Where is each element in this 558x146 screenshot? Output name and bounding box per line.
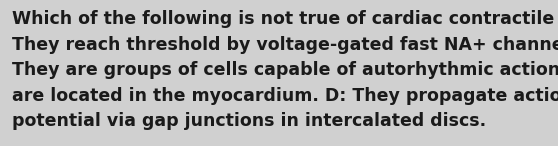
Text: They are groups of cells capable of autorhythmic actions. C They: They are groups of cells capable of auto… [12,61,558,79]
Text: are located in the myocardium. D: They propagate action: are located in the myocardium. D: They p… [12,87,558,105]
Text: potential via gap junctions in intercalated discs.: potential via gap junctions in intercala… [12,112,487,130]
Text: Which of the following is not true of cardiac contractile fibers? A:: Which of the following is not true of ca… [12,10,558,28]
Text: They reach threshold by voltage-gated fast NA+ channels. B:: They reach threshold by voltage-gated fa… [12,36,558,54]
